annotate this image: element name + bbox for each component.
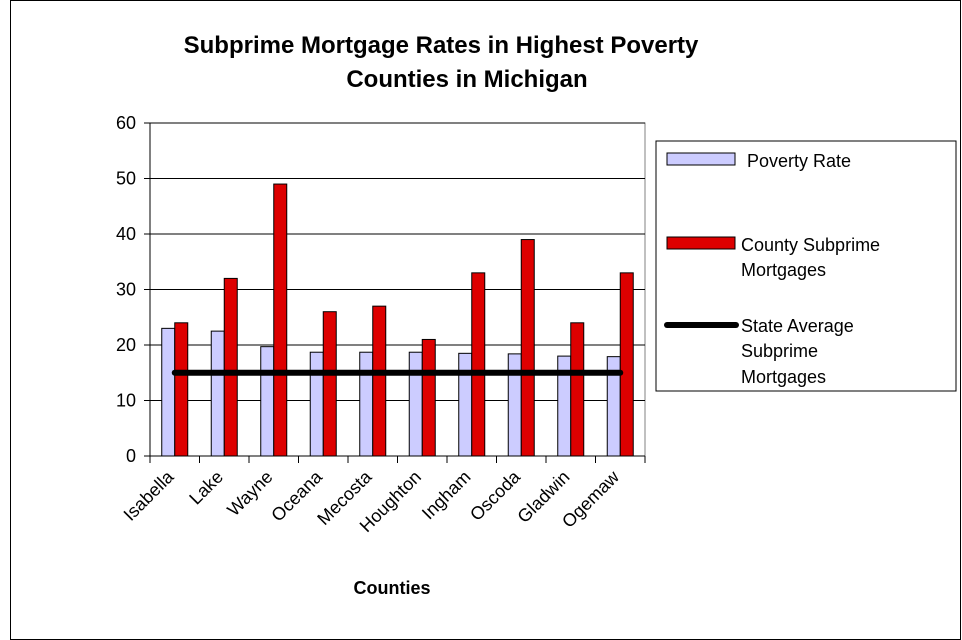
legend: Poverty Rate County Subprime Mortgages Stat…: [655, 140, 957, 392]
x-axis: Isabella LakeWayneOceanaMecostaHoughtonIn…: [120, 455, 646, 536]
y-tick-label: 20: [116, 335, 136, 355]
chart-title: Subprime Mortgage Rates in Highest Pover…: [184, 32, 699, 93]
subprime-mortgage-bar: [223, 277, 238, 457]
legend-label: State Average: [741, 316, 854, 336]
x-axis-label: Counties: [353, 578, 430, 598]
y-tick-label: 10: [116, 391, 136, 411]
y-tick-label: 60: [116, 113, 136, 133]
legend-label: Mortgages: [741, 367, 826, 387]
subprime-mortgage-bar: [273, 183, 288, 457]
subprime-mortgage-bar: [421, 338, 436, 457]
subprime-mortgage-bar: [174, 322, 189, 457]
chart-title-line-1: Subprime Mortgage Rates in Highest Pover…: [184, 32, 699, 59]
subprime-mortgage-bar: [520, 239, 535, 457]
legend-label: County Subprime: [741, 235, 880, 255]
legend-label: Subprime: [741, 341, 818, 361]
poverty-rate-bar: [210, 330, 225, 457]
legend-label: Mortgages: [741, 260, 826, 280]
subprime-mortgage-bar: [471, 272, 486, 457]
legend-box: [655, 140, 957, 392]
x-tick-label: Ingham: [418, 467, 475, 524]
subprime-mortgage-bar: [372, 305, 387, 457]
x-tick-label: Lake: [185, 467, 227, 509]
subprime-mortgage-bar: [570, 322, 585, 457]
y-tick-label: 0: [126, 446, 136, 466]
y-tick-label: 40: [116, 224, 136, 244]
legend-swatch-poverty-rate: [666, 152, 736, 166]
legend-label: Poverty Rate: [747, 151, 851, 171]
y-tick-label: 30: [116, 280, 136, 300]
poverty-rate-bar: [260, 346, 275, 457]
x-tick-label: Isabella: [120, 466, 179, 525]
chart-title-line-2: Counties in Michigan: [346, 66, 587, 93]
poverty-rate-bar: [161, 327, 176, 457]
bars: [161, 183, 634, 457]
poverty-rate-bar: [309, 351, 324, 457]
y-axis: 0 10 20 30 40 50 60: [116, 113, 151, 466]
poverty-rate-bar: [507, 353, 522, 457]
chart: Subprime Mortgage Rates in Highest Pover…: [116, 32, 957, 598]
poverty-rate-bar: [458, 352, 473, 457]
y-tick-label: 50: [116, 169, 136, 189]
subprime-mortgage-bar: [619, 272, 634, 457]
subprime-mortgage-bar: [322, 311, 337, 457]
legend-swatch-county-subprime: [666, 236, 736, 250]
poverty-rate-bar: [359, 351, 374, 457]
poverty-rate-bar: [408, 351, 423, 457]
